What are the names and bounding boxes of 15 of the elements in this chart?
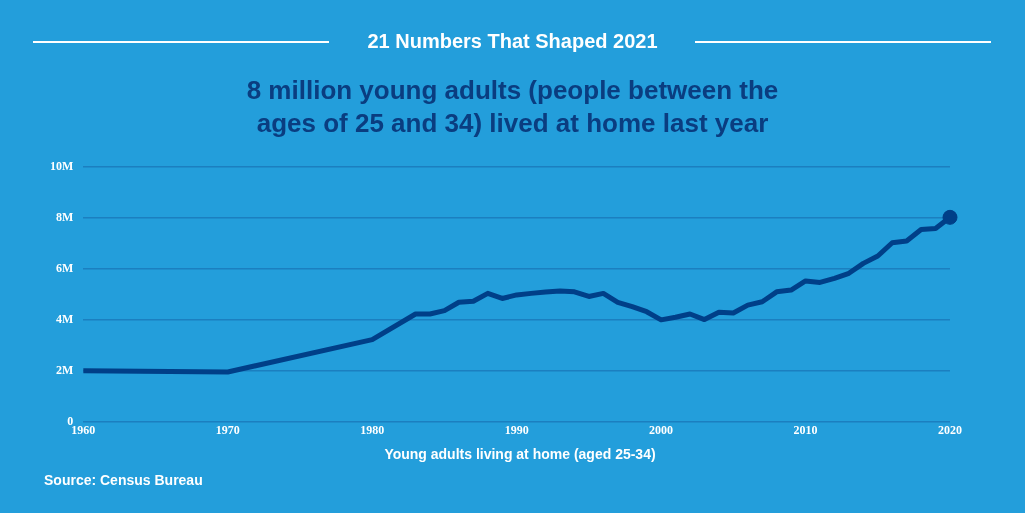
y-tick-label: 10M: [50, 159, 74, 174]
x-tick-label: 2020: [938, 422, 962, 437]
chart-title: 21 Numbers That Shaped 2021: [366, 30, 659, 53]
y-tick-label: 2M: [56, 362, 74, 377]
x-tick-label: 2010: [793, 422, 818, 437]
x-tick-label: 1970: [215, 422, 240, 437]
y-tick-label: 4M: [56, 311, 74, 326]
chart-subtitle: 8 million young adults (people between the ages of 25 and 34) lived at home last year: [245, 74, 780, 140]
y-tick-label: 6M: [56, 261, 74, 276]
x-tick-label: 1980: [360, 422, 385, 437]
x-tick-label: 2000: [649, 422, 674, 437]
source-note: Source: Census Bureau: [44, 472, 203, 488]
y-tick-label: 8M: [56, 210, 74, 225]
x-tick-label: 1990: [504, 422, 529, 437]
x-axis-title: Young adults living at home (aged 25-34): [383, 446, 657, 462]
